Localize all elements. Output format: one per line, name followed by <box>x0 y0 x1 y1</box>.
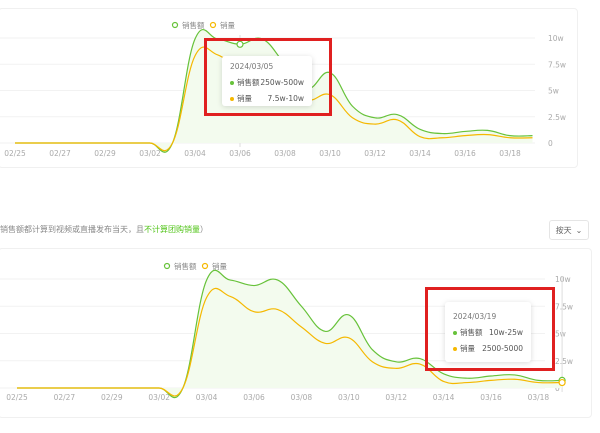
x-tick-label: 02/29 <box>94 149 116 158</box>
x-tick-label: 03/18 <box>528 393 550 402</box>
tooltip-label: 销售额 <box>230 77 260 88</box>
x-tick-label: 03/02 <box>148 393 170 402</box>
legend-label: 销量 <box>220 20 235 30</box>
legend-label: 销售额 <box>182 20 205 30</box>
x-tick-label: 03/10 <box>319 149 341 158</box>
tooltip-label: 销量 <box>453 343 475 354</box>
tooltip-row: 销售额 10w-25w <box>453 327 523 338</box>
tooltip-top: 2024/03/05 销售额 250w-500w 销量 7.5w-10w <box>222 56 312 106</box>
note-text: 销售额都计算到视频或直播发布当天，且不计算团购销量） <box>0 225 208 234</box>
y-tick-label: 5w <box>555 330 566 339</box>
tooltip-label: 销售额 <box>453 327 483 338</box>
tooltip-row: 销售额 250w-500w <box>230 77 304 88</box>
series-dot-icon <box>453 347 457 351</box>
tooltip-row: 销量 7.5w-10w <box>230 93 304 104</box>
x-tick-label: 03/16 <box>454 149 476 158</box>
y-tick-label: 5w <box>548 87 559 96</box>
x-tick-label: 03/08 <box>291 393 313 402</box>
x-tick-label: 03/16 <box>480 393 502 402</box>
x-tick-label: 03/06 <box>243 393 265 402</box>
series-line-1 <box>16 287 563 397</box>
x-tick-label: 03/12 <box>385 393 407 402</box>
x-tick-label: 03/10 <box>338 393 360 402</box>
x-tick-label: 02/29 <box>101 393 123 402</box>
series-dot-icon <box>230 81 234 85</box>
x-tick-label: 02/25 <box>6 393 28 402</box>
x-tick-label: 02/25 <box>4 149 26 158</box>
legend-marker <box>171 21 179 29</box>
y-tick-label: 10w <box>548 34 564 43</box>
series-dot-icon <box>230 97 234 101</box>
y-tick-label: 7.5w <box>548 60 566 69</box>
chevron-down-icon: ⌄ <box>575 225 583 235</box>
x-tick-label: 03/12 <box>364 149 386 158</box>
legend-marker <box>201 262 209 270</box>
y-tick-label: 7.5w <box>555 302 573 311</box>
x-tick-label: 03/02 <box>139 149 161 158</box>
hover-marker <box>236 40 244 48</box>
legend-label: 销售额 <box>174 261 197 271</box>
x-tick-label: 02/27 <box>54 393 76 402</box>
tooltip-value: 250w-500w <box>260 78 304 87</box>
x-tick-label: 03/08 <box>274 149 296 158</box>
tooltip-date: 2024/03/05 <box>230 62 274 71</box>
hover-marker <box>558 378 566 387</box>
y-tick-label: 2.5w <box>548 113 566 122</box>
x-tick-label: 03/06 <box>229 149 251 158</box>
tooltip-value: 10w-25w <box>488 328 523 337</box>
y-tick-label: 0 <box>548 139 553 148</box>
tooltip-value: 2500-5000 <box>482 344 523 353</box>
series-dot-icon <box>453 331 457 335</box>
x-tick-label: 03/18 <box>499 149 521 158</box>
highlight-box-bottom <box>425 287 555 371</box>
tooltip-date: 2024/03/19 <box>453 312 497 321</box>
tooltip-label: 销量 <box>230 93 252 104</box>
x-tick-label: 03/14 <box>409 149 431 158</box>
legend-marker <box>209 21 217 29</box>
x-tick-label: 03/04 <box>196 393 218 402</box>
highlight-box-top <box>204 38 332 116</box>
tooltip-value: 7.5w-10w <box>267 94 304 103</box>
granularity-dropdown[interactable]: 按天 ⌄ <box>549 220 589 240</box>
legend-label: 销量 <box>212 261 227 271</box>
x-tick-label: 03/04 <box>184 149 206 158</box>
x-tick-label: 03/14 <box>433 393 455 402</box>
y-tick-label: 2.5w <box>555 357 573 366</box>
y-tick-label: 0 <box>555 384 560 393</box>
x-tick-label: 02/27 <box>49 149 71 158</box>
y-tick-label: 10w <box>555 275 571 284</box>
legend-marker <box>163 262 171 270</box>
tooltip-bottom: 2024/03/19 销售额 10w-25w 销量 2500-5000 <box>445 302 531 362</box>
tooltip-row: 销量 2500-5000 <box>453 343 523 354</box>
